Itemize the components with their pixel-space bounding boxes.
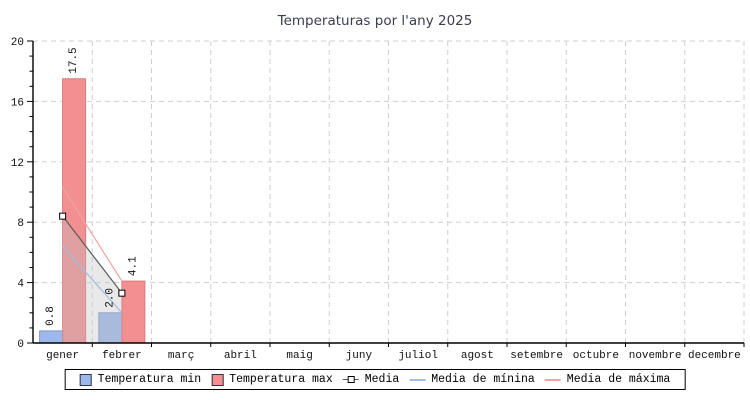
month-label-febrer: febrer [102, 350, 142, 362]
legend-label: Media [364, 373, 400, 386]
month-label-juny: juny [346, 350, 373, 362]
legend-swatch-line [409, 378, 426, 381]
bar-temperatura-min-gener [39, 330, 64, 344]
line-media-de-máxima [62, 187, 123, 282]
y-axis-label: 4 [17, 279, 24, 291]
legend-label: Temperatura min [97, 373, 202, 386]
month-label-octubre: octubre [573, 350, 619, 362]
legend-item-media-de-máxima[interactable]: Media de máxima [544, 373, 671, 386]
legend-box: Temperatura min Temperatura max Media Media… [64, 369, 686, 390]
y-axis-label: 8 [17, 218, 24, 230]
legend-label: Media de mínina [431, 373, 535, 386]
month-label-gener: gener [46, 350, 79, 362]
bar-value-label: 4.1 [127, 256, 139, 276]
chart-title: Temperaturas por l'any 2025 [277, 13, 473, 29]
media-marker [118, 289, 126, 297]
bar-value-label: 2.0 [104, 288, 116, 308]
legend-label: Media de máxima [566, 373, 671, 386]
month-label-abril: abril [224, 350, 257, 362]
bar-value-label: 0.8 [45, 306, 57, 326]
legend-item-media[interactable]: Media [342, 373, 400, 386]
month-label-agost: agost [461, 350, 494, 362]
y-axis-label: 16 [11, 97, 24, 109]
legend-item-media-de-mínina[interactable]: Media de mínina [409, 373, 535, 386]
month-label-juliol: juliol [398, 350, 438, 362]
legend-media-marker-icon [347, 376, 355, 383]
y-axis-label: 20 [11, 37, 24, 49]
plot-svg: 0.8 2.0 17.5 4.1 0 4 8 12 16 20 gener febrer març abr… [11, 37, 745, 362]
legend-swatch-rect [79, 373, 92, 386]
y-axis-label: 0 [17, 339, 24, 351]
legend-label: Temperatura max [229, 373, 333, 386]
y-axis-label: 12 [11, 158, 24, 170]
legend-swatch-marker-line [342, 375, 359, 384]
legend-swatch-line [544, 378, 561, 381]
month-label-novembre: novembre [629, 350, 682, 362]
month-label-març: març [168, 350, 194, 362]
media-marker [59, 212, 67, 220]
line-media [62, 215, 123, 294]
legend-swatch-rect [211, 373, 224, 386]
month-label-decembre: decembre [688, 350, 741, 362]
legend-item-temperatura-min[interactable]: Temperatura min [79, 373, 202, 386]
month-label-setembre: setembre [510, 350, 563, 362]
line-media-de-mínina [62, 245, 123, 314]
month-label-maig: maig [286, 350, 312, 362]
bar-value-label: 17.5 [68, 47, 80, 73]
legend-item-temperatura-max[interactable]: Temperatura max [211, 373, 333, 386]
